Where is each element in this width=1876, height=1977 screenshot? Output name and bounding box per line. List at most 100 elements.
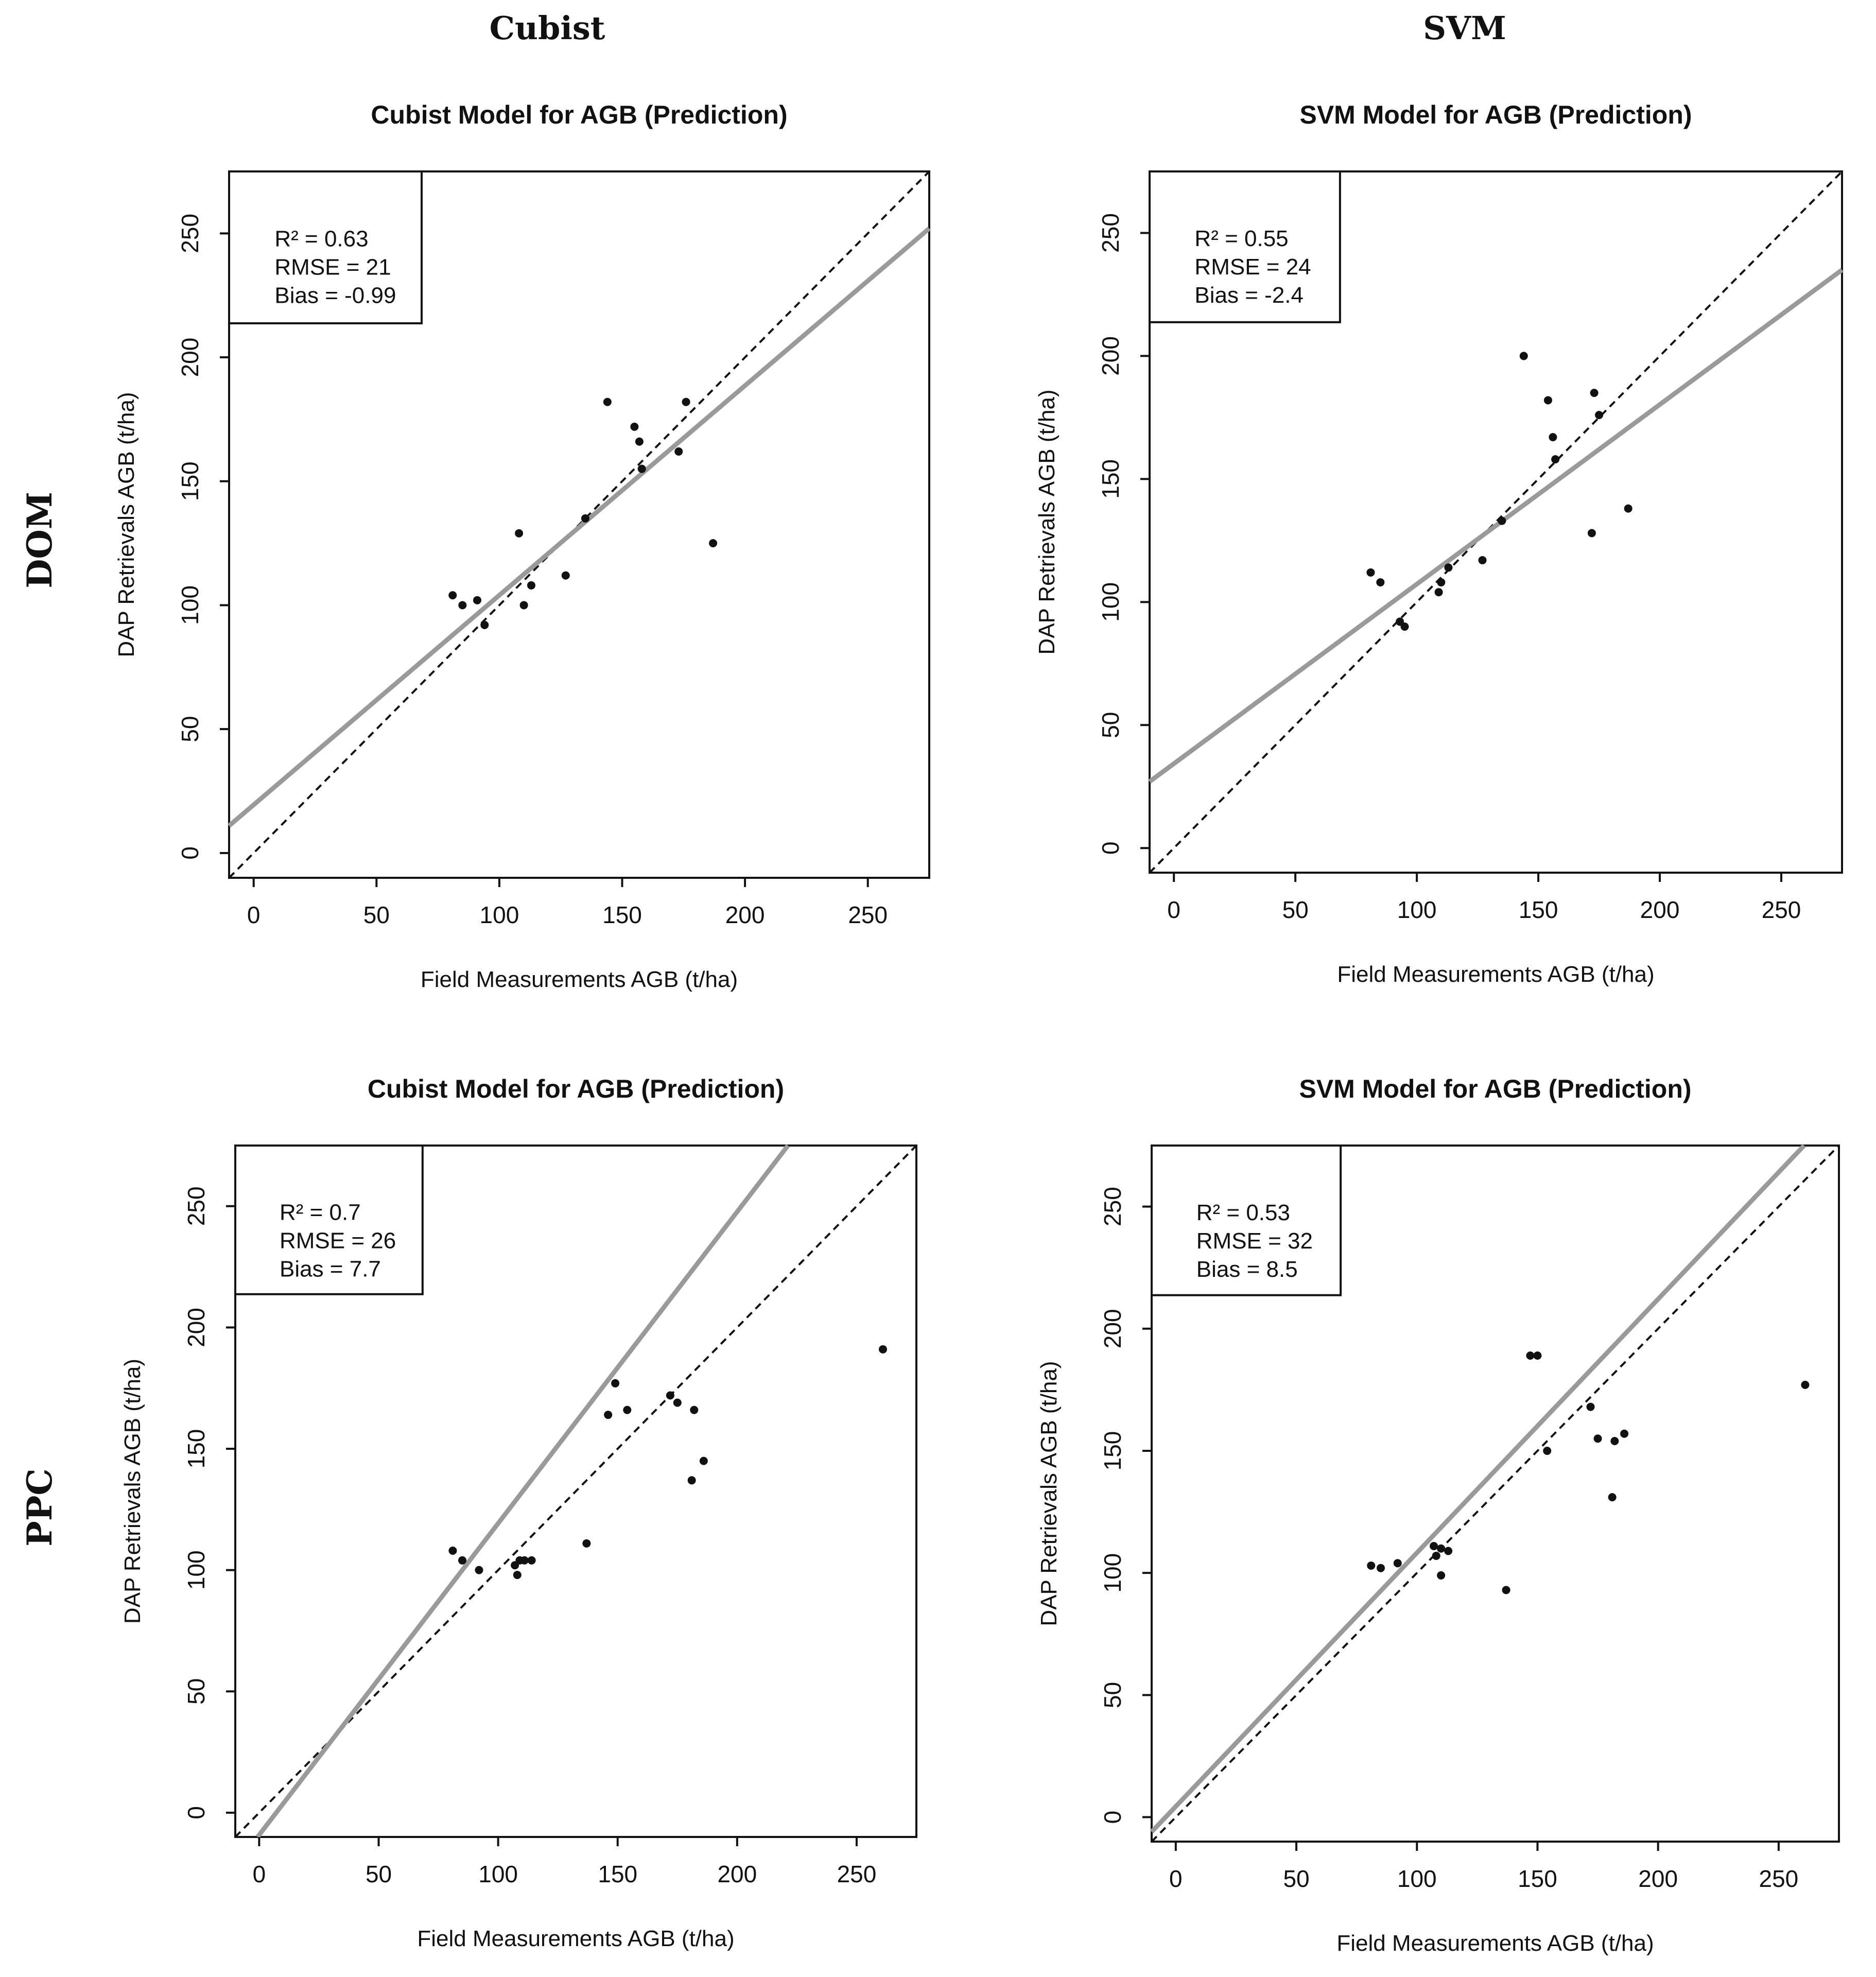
- data-point: [1608, 1493, 1617, 1502]
- x-tick-label: 250: [1762, 896, 1801, 923]
- data-point: [480, 620, 489, 629]
- regression-line: [1148, 268, 1844, 784]
- stat-rmse: RMSE = 21: [274, 255, 391, 280]
- stat-r2: R² = 0.63: [274, 227, 368, 252]
- data-point: [1400, 622, 1409, 631]
- y-axis-label: DAP Retrievals AGB (t/ha): [120, 1359, 145, 1624]
- reference-1to1-line: [1151, 1144, 1840, 1843]
- plot-frame: [1151, 1144, 1840, 1843]
- data-point: [630, 422, 639, 431]
- x-axis-label: Field Measurements AGB (t/ha): [417, 1926, 734, 1951]
- data-point: [473, 596, 481, 604]
- y-tick-label: 50: [1099, 1682, 1126, 1708]
- stat-bias: Bias = -2.4: [1194, 283, 1304, 308]
- x-tick-label: 0: [253, 1861, 266, 1887]
- panel-dom-cubist: Cubist Model for AGB (Prediction) R² = 0.…: [114, 100, 931, 992]
- data-point: [611, 1379, 620, 1388]
- x-axis-label: Field Measurements AGB (t/ha): [421, 967, 738, 992]
- data-point: [635, 437, 644, 446]
- y-tick-label: 50: [183, 1678, 210, 1705]
- plot-frame: [234, 1144, 917, 1838]
- x-tick-label: 200: [1638, 1865, 1678, 1892]
- x-tick-label: 100: [1397, 896, 1437, 923]
- x-tick-label: 50: [366, 1861, 392, 1887]
- x-tick-label: 100: [478, 1861, 518, 1887]
- data-point: [674, 447, 683, 456]
- stat-r2: R² = 0.7: [280, 1200, 361, 1225]
- data-point: [1533, 1351, 1542, 1360]
- data-point: [1437, 578, 1446, 587]
- data-point: [1595, 411, 1604, 420]
- y-tick-label: 0: [1097, 841, 1124, 855]
- x-tick-label: 250: [1759, 1865, 1799, 1892]
- y-tick-label: 250: [1097, 213, 1124, 253]
- stats-box: [234, 1144, 424, 1295]
- data-point: [1801, 1380, 1810, 1389]
- panel-ppc-svm: SVM Model for AGB (Prediction) R² = 0.53 R…: [1036, 1074, 1840, 1956]
- stat-bias: Bias = -0.99: [274, 283, 396, 308]
- stat-rmse: RMSE = 24: [1194, 254, 1311, 280]
- x-tick-label: 200: [725, 901, 765, 928]
- data-point: [1624, 504, 1632, 513]
- data-point: [1502, 1586, 1510, 1594]
- data-point: [1437, 1544, 1446, 1553]
- y-tick-label: 250: [1099, 1187, 1126, 1226]
- x-axis-label: Field Measurements AGB (t/ha): [1337, 962, 1654, 987]
- data-point: [513, 1571, 522, 1580]
- y-axis-label: DAP Retrievals AGB (t/ha): [114, 392, 139, 657]
- column-title-svm: SVM: [1423, 9, 1506, 47]
- data-point: [1434, 588, 1443, 597]
- data-point: [1478, 556, 1487, 565]
- stat-rmse: RMSE = 32: [1196, 1228, 1313, 1254]
- stat-r2: R² = 0.53: [1196, 1200, 1290, 1225]
- y-tick-label: 0: [183, 1806, 210, 1819]
- data-point: [1519, 352, 1528, 360]
- data-point: [1432, 1551, 1440, 1560]
- data-point: [1498, 516, 1506, 525]
- y-tick-label: 200: [183, 1308, 210, 1347]
- data-point: [603, 397, 612, 406]
- data-point: [475, 1566, 483, 1574]
- x-tick-label: 50: [1283, 1865, 1309, 1892]
- regression-line: [1150, 1143, 1806, 1834]
- y-tick-label: 250: [177, 214, 203, 253]
- data-point: [1377, 1564, 1385, 1572]
- data-point: [637, 464, 646, 473]
- stat-r2: R² = 0.55: [1194, 226, 1288, 251]
- y-axis-label: DAP Retrievals AGB (t/ha): [1036, 1361, 1062, 1626]
- data-point: [515, 529, 524, 537]
- data-point: [1586, 1402, 1595, 1411]
- data-point: [520, 1556, 529, 1565]
- stats-box: [1149, 170, 1341, 323]
- data-point: [1587, 529, 1596, 537]
- data-point: [623, 1406, 632, 1414]
- x-axis-label: Field Measurements AGB (t/ha): [1336, 1931, 1654, 1956]
- data-point: [690, 1406, 699, 1414]
- chart-title: SVM Model for AGB (Prediction): [1299, 1074, 1691, 1103]
- y-tick-label: 250: [183, 1186, 210, 1226]
- y-tick-label: 150: [177, 461, 203, 501]
- chart-title: SVM Model for AGB (Prediction): [1299, 100, 1692, 129]
- y-axis-label: DAP Retrievals AGB (t/ha): [1034, 389, 1059, 654]
- row-title-ppc: PPC: [20, 1468, 60, 1547]
- data-point: [458, 601, 467, 610]
- y-tick-label: 50: [1097, 712, 1124, 738]
- data-point: [458, 1556, 466, 1565]
- y-tick-label: 100: [177, 585, 203, 625]
- x-tick-label: 0: [247, 901, 260, 928]
- y-tick-label: 100: [183, 1550, 210, 1590]
- data-point: [1366, 568, 1375, 577]
- panel-dom-svm: SVM Model for AGB (Prediction) R² = 0.55 R…: [1034, 100, 1844, 987]
- reference-1to1-line: [1149, 170, 1843, 874]
- stat-rmse: RMSE = 26: [280, 1228, 396, 1253]
- x-tick-label: 200: [1640, 896, 1680, 923]
- y-tick-label: 150: [1099, 1431, 1126, 1471]
- y-tick-label: 100: [1099, 1553, 1126, 1593]
- stat-bias: Bias = 8.5: [1196, 1257, 1298, 1282]
- x-tick-label: 50: [363, 901, 390, 928]
- data-point: [1593, 1434, 1602, 1443]
- data-point: [1549, 433, 1557, 442]
- data-point: [1444, 1547, 1453, 1555]
- plot-frame: [1149, 170, 1843, 874]
